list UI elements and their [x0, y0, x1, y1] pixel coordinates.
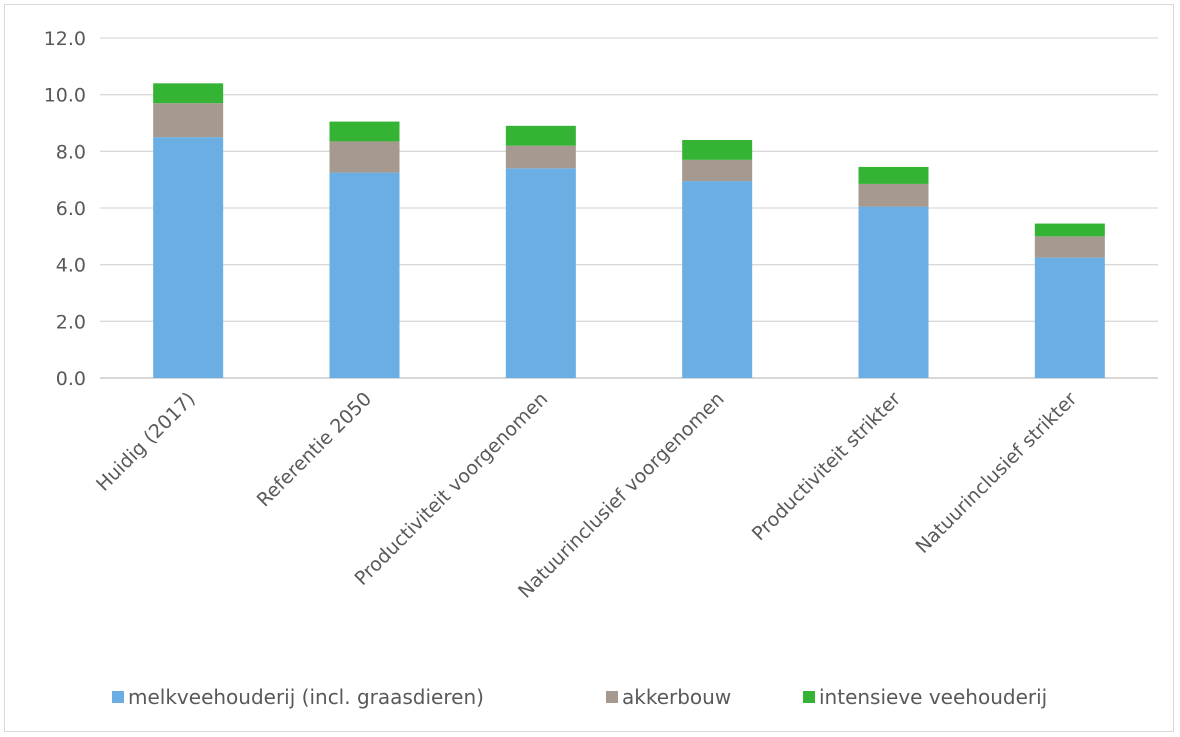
legend-label: intensieve veehouderij	[819, 685, 1047, 709]
bar-segment-series-2	[1034, 223, 1105, 237]
y-axis-ticks: 0.0 2.0 4.0 6.0 8.0 10.0 12.0	[44, 28, 86, 390]
bar-segment-series-1	[329, 141, 400, 173]
bar-segment-series-2	[505, 125, 576, 146]
legend-swatch	[112, 691, 124, 703]
bar-segment-series-0	[153, 137, 224, 378]
y-tick-label: 6.0	[56, 198, 86, 220]
bar-segment-series-1	[505, 145, 576, 169]
bar-segment-series-0	[505, 168, 576, 378]
x-tick-label: Productiviteit strikter	[748, 388, 905, 545]
legend: melkveehouderij (incl. graasdieren) akker…	[112, 685, 1047, 709]
bar-segment-series-0	[1034, 257, 1105, 378]
bar-segment-series-2	[329, 121, 400, 142]
y-tick-label: 4.0	[56, 255, 86, 277]
y-tick-label: 2.0	[56, 311, 86, 333]
bar-segment-series-2	[682, 140, 753, 160]
legend-label: melkveehouderij (incl. graasdieren)	[128, 685, 484, 709]
bar-segment-series-0	[858, 206, 929, 378]
x-tick-label: Huidig (2017)	[92, 388, 200, 496]
y-tick-label: 12.0	[44, 28, 86, 50]
bar-segment-series-0	[682, 181, 753, 378]
legend-swatch	[803, 691, 815, 703]
bar-segment-series-1	[1034, 236, 1105, 258]
x-tick-label: Natuurinclusief strikter	[911, 388, 1081, 558]
y-tick-label: 0.0	[56, 368, 86, 390]
bar-segment-series-1	[682, 159, 753, 182]
x-tick-label: Referentie 2050	[253, 388, 376, 511]
bars	[153, 83, 1105, 378]
bar-segment-series-1	[858, 183, 929, 207]
legend-label: akkerbouw	[622, 685, 731, 709]
gridlines	[100, 37, 1158, 379]
y-tick-label: 8.0	[56, 141, 86, 163]
bar-segment-series-1	[153, 103, 224, 138]
x-tick-label: Productiviteit voorgenomen	[351, 388, 553, 590]
bar-segment-series-2	[153, 83, 224, 104]
bar-segment-series-0	[329, 172, 400, 378]
x-axis-ticks: Huidig (2017) Referentie 2050Productivite…	[92, 388, 1081, 603]
legend-swatch	[606, 691, 618, 703]
y-tick-label: 10.0	[44, 85, 86, 107]
bar-segment-series-2	[858, 166, 929, 184]
x-tick-label: Natuurinclusief voorgenomen	[514, 388, 729, 603]
